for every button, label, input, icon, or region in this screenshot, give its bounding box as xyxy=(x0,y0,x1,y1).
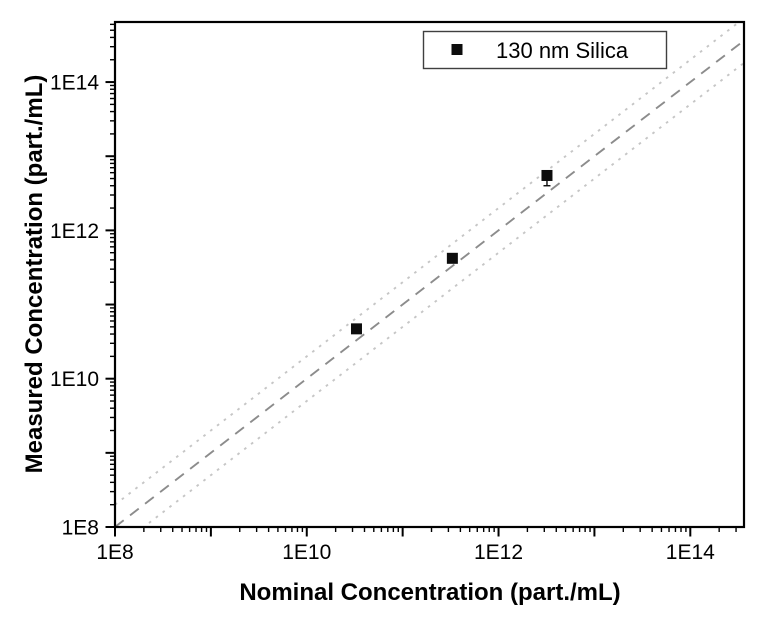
data-point-marker xyxy=(541,169,553,181)
data-point-marker xyxy=(350,323,362,335)
data-point-marker xyxy=(446,252,458,264)
y-tick-label: 1E10 xyxy=(50,368,99,391)
legend: 130 nm Silica xyxy=(422,30,668,70)
x-tick-label: 1E8 xyxy=(96,541,133,564)
x-axis-title: Nominal Concentration (part./mL) xyxy=(239,579,620,606)
y-tick-label: 1E12 xyxy=(50,220,99,243)
data-series xyxy=(350,169,553,335)
x-tick-label: 1E14 xyxy=(666,541,715,564)
y-tick-label: 1E8 xyxy=(62,517,99,540)
legend-marker-square xyxy=(451,44,463,55)
legend-label: 130 nm Silica xyxy=(496,38,629,63)
lower-band-line xyxy=(142,62,744,527)
y-axis-title: Measured Concentration (part./mL) xyxy=(21,75,48,474)
legend-box xyxy=(422,30,668,70)
x-tick-label: 1E12 xyxy=(474,541,523,564)
axis-ticks xyxy=(105,23,737,537)
identity-line xyxy=(115,39,744,527)
y-tick-label: 1E14 xyxy=(50,72,99,95)
x-tick-label: 1E10 xyxy=(282,541,331,564)
chart-generated-layer: 1E8 1E10 1E12 1E14 1E8 1E10 1E12 1E14 xyxy=(50,20,746,564)
reference-lines xyxy=(115,22,744,527)
upper-band-line xyxy=(115,22,741,506)
plot-frame xyxy=(113,20,746,529)
